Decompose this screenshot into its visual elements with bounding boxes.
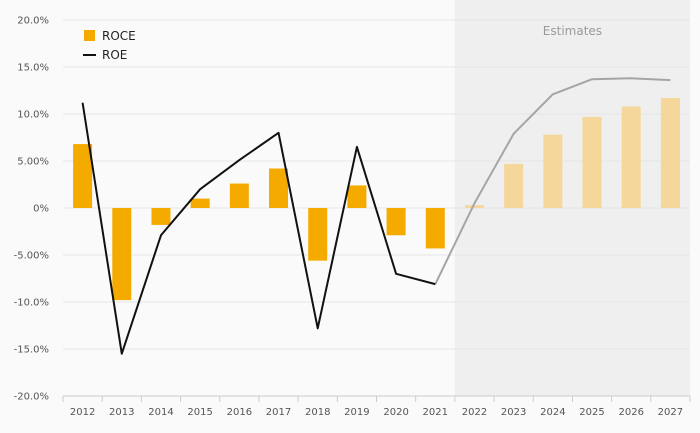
x-tick-label: 2012 <box>70 407 95 418</box>
x-tick-label: 2024 <box>540 407 565 418</box>
roce-bar-2014 <box>151 208 171 225</box>
y-tick-label: 20.0% <box>17 16 49 27</box>
roce-bar-2019 <box>347 185 367 208</box>
y-tick-label: 5.00% <box>17 157 49 168</box>
x-tick-label: 2026 <box>618 407 643 418</box>
y-tick-label: 15.0% <box>17 63 49 74</box>
y-tick-label: 10.0% <box>17 110 49 121</box>
legend-roce-label: ROCE <box>102 29 136 43</box>
roe-line-actual <box>81 102 436 355</box>
roce-bar-2021 <box>425 208 445 249</box>
roce-bars <box>73 98 680 301</box>
estimates-band <box>454 0 690 396</box>
x-axis: 2012 2013 2014 2015 2016 2017 2018 2019 2020 2021… <box>62 395 691 418</box>
estimates-label: Estimates <box>543 24 602 38</box>
x-tick-label: 2022 <box>462 407 487 418</box>
roce-bar-2012 <box>73 144 93 208</box>
roce-bar-2026 <box>621 106 641 208</box>
x-tick-label: 2023 <box>501 407 526 418</box>
roce-bar-2027 <box>660 98 680 208</box>
roce-bar-2020 <box>386 208 406 236</box>
roce-bar-2017 <box>269 168 289 208</box>
legend-roce-swatch <box>84 30 95 41</box>
y-tick-label: 0% <box>33 204 49 215</box>
y-tick-label: -10.0% <box>14 298 49 309</box>
roce-bar-2023 <box>504 163 524 208</box>
legend-roe-label: ROE <box>102 48 127 62</box>
x-tick-label: 2020 <box>383 407 408 418</box>
x-tick-label: 2018 <box>305 407 330 418</box>
x-tick-label: 2025 <box>579 407 604 418</box>
x-tick-label: 2016 <box>227 407 252 418</box>
x-tick-label: 2019 <box>344 407 369 418</box>
x-tick-label: 2027 <box>658 407 683 418</box>
legend: ROCE ROE <box>83 29 136 62</box>
x-tick-label: 2014 <box>148 407 173 418</box>
x-tick-label: 2015 <box>187 407 212 418</box>
roce-bar-2018 <box>308 208 328 261</box>
y-axis: 20.0% 15.0% 10.0% 5.00% 0% -5.00% -10.0% -15.0%… <box>14 16 49 403</box>
roe-line <box>81 77 671 355</box>
y-tick-label: -5.00% <box>14 251 49 262</box>
roce-bar-2016 <box>229 183 249 208</box>
x-tick-label: 2013 <box>109 407 134 418</box>
roce-bar-2022 <box>464 205 484 208</box>
roce-bar-2015 <box>190 198 210 208</box>
y-tick-label: -20.0% <box>14 392 49 403</box>
y-tick-label: -15.0% <box>14 345 49 356</box>
roce-bar-2024 <box>543 134 563 208</box>
x-tick-label: 2021 <box>423 407 448 418</box>
roce-bar-2025 <box>582 116 602 208</box>
roce-bar-2013 <box>112 208 132 301</box>
x-tick-label: 2017 <box>266 407 291 418</box>
roe-line-estimate <box>434 77 671 285</box>
